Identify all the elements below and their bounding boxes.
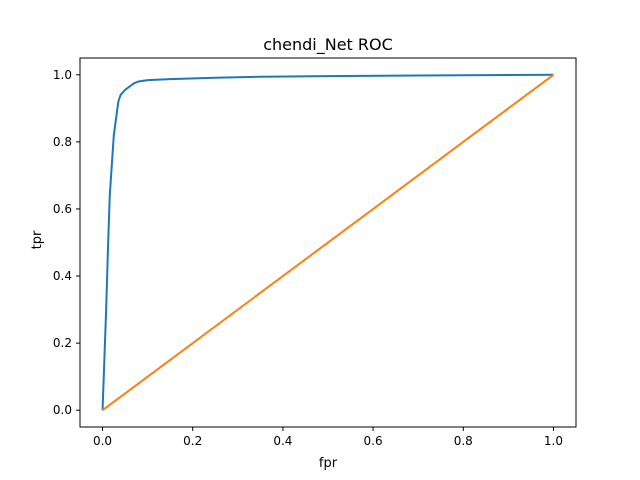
- x-tick-label: 0.8: [454, 434, 473, 448]
- y-tick-label: 1.0: [53, 68, 72, 82]
- series-layer: [101, 73, 555, 412]
- x-tick-label: 0.2: [183, 434, 202, 448]
- x-axis-ticks: 0.0 0.2 0.4 0.6 0.8 1.0: [93, 427, 563, 448]
- y-tick-label: 0.8: [53, 135, 72, 149]
- chart-title: chendi_Net ROC: [263, 35, 393, 55]
- diagonal-reference-line: [101, 73, 555, 412]
- y-axis-ticks: 0.0 0.2 0.4 0.6 0.8 1.0: [53, 68, 80, 417]
- y-tick-label: 0.2: [53, 336, 72, 350]
- y-axis-label: tpr: [30, 230, 45, 249]
- y-tick-label: 0.4: [53, 269, 72, 283]
- roc-curve-line: [101, 73, 554, 411]
- x-tick-label: 1.0: [544, 434, 563, 448]
- plot-frame: [79, 57, 577, 428]
- y-tick-label: 0.6: [53, 202, 72, 216]
- x-tick-label: 0.6: [364, 434, 383, 448]
- x-axis-label: fpr: [319, 456, 338, 471]
- x-tick-label: 0.0: [93, 434, 112, 448]
- x-tick-label: 0.4: [273, 434, 292, 448]
- y-tick-label: 0.0: [53, 403, 72, 417]
